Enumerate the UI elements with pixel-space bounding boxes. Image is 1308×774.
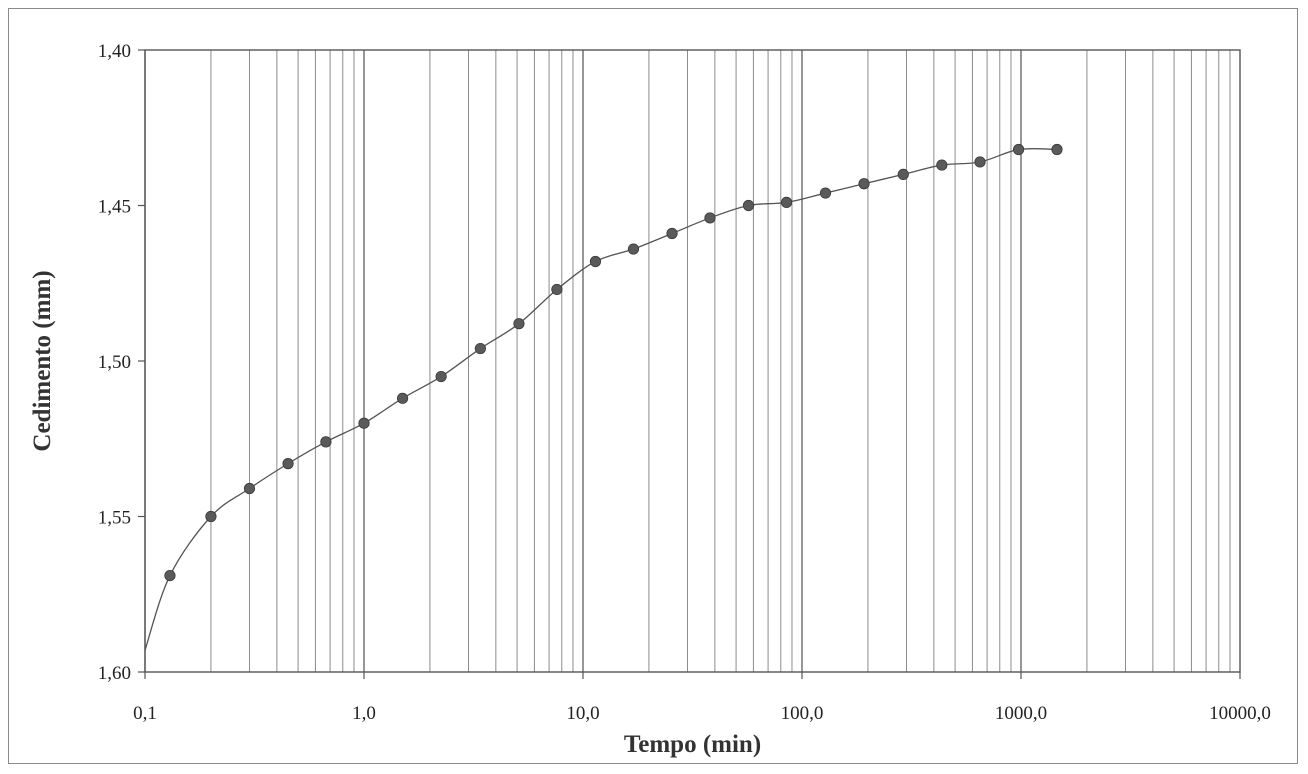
data-point: [320, 436, 332, 448]
data-point: [205, 510, 217, 523]
data-point: [358, 417, 370, 429]
data-point: [243, 482, 256, 495]
plot-texture: [145, 50, 1240, 672]
y-tick-label: 1,60: [98, 663, 131, 684]
data-point: [666, 227, 678, 240]
data-point: [897, 168, 909, 180]
data-point: [819, 187, 832, 199]
y-axis-title: Cedimento (mm): [29, 270, 56, 451]
data-point: [164, 569, 176, 582]
axes: [138, 49, 1241, 679]
data-point: [780, 196, 793, 208]
plot-area: [145, 50, 1240, 672]
data-point: [282, 458, 294, 470]
x-tick-label: 100,0: [781, 703, 824, 724]
data-point: [589, 255, 602, 268]
x-axis-title: Tempo (min): [624, 731, 761, 758]
x-tick-label: 1,0: [352, 703, 376, 724]
x-tick-label: 0,1: [133, 703, 157, 724]
y-tick-label: 1,40: [98, 41, 131, 62]
x-tick-label: 10000,0: [1209, 703, 1271, 724]
y-tick-label: 1,50: [98, 352, 131, 373]
data-point: [1051, 143, 1063, 156]
data-point: [627, 243, 640, 255]
y-tick-label: 1,45: [98, 197, 131, 218]
x-tick-label: 10,0: [566, 703, 599, 724]
gridlines: [144, 50, 1231, 672]
data-point: [936, 159, 948, 171]
data-point: [551, 283, 563, 296]
x-tick-label: 1000,0: [995, 703, 1047, 724]
data-point: [1012, 143, 1025, 156]
data-point: [396, 392, 409, 404]
data-point: [435, 370, 447, 383]
data-point: [704, 212, 716, 224]
data-point: [513, 318, 525, 330]
tick-labels: 1,40 1,45 1,50 1,55 1,600,1 1,0 10,0 100,0 1000,…: [98, 41, 1271, 724]
data-point: [742, 199, 755, 212]
data-point: [858, 178, 870, 190]
data-point: [474, 342, 486, 355]
data-point: [974, 156, 986, 168]
y-tick-label: 1,55: [98, 508, 131, 529]
series-settlement: [144, 143, 1063, 651]
